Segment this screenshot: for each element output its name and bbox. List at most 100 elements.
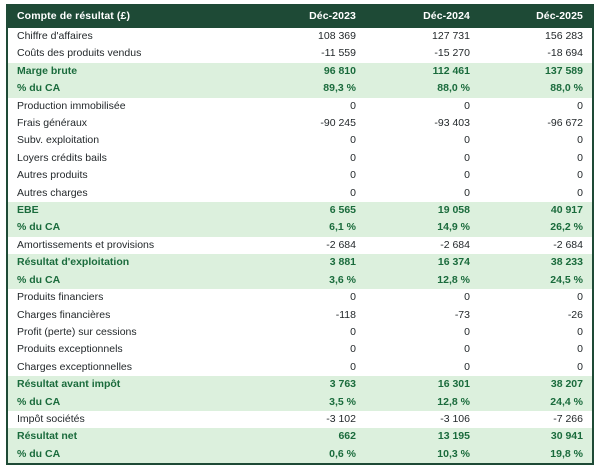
row-label: Chiffre d'affaires (7, 28, 251, 46)
row-value-period-1: 89,3 % (251, 80, 365, 98)
row-label: Coûts des produits vendus (7, 45, 251, 63)
table-row: Charges exceptionnelles 0 0 0 (7, 358, 593, 377)
row-value-period-3: 0 (479, 167, 593, 185)
table-row: Résultat avant impôt 3 763 16 301 38 207 (7, 376, 593, 394)
row-value-period-2: 0 (365, 289, 479, 307)
column-header-label: Compte de résultat (£) (7, 4, 251, 28)
row-value-period-3: 26,2 % (479, 219, 593, 237)
row-value-period-1: 3 763 (251, 376, 365, 394)
row-label: Résultat net (7, 428, 251, 446)
row-value-period-3: 38 207 (479, 376, 593, 394)
table-row: Autres charges 0 0 0 (7, 184, 593, 203)
row-value-period-1: -2 684 (251, 236, 365, 255)
row-value-period-1: 0 (251, 358, 365, 377)
table-body: Chiffre d'affaires 108 369 127 731 156 283 C… (7, 28, 593, 465)
row-value-period-1: -3 102 (251, 410, 365, 429)
row-label: Résultat d'exploitation (7, 254, 251, 272)
row-label: Impôt sociétés (7, 410, 251, 429)
table-row: Frais généraux -90 245 -93 403 -96 672 (7, 115, 593, 133)
table-row: Résultat net 662 13 195 30 941 (7, 428, 593, 446)
row-value-period-2: -93 403 (365, 115, 479, 133)
row-value-period-3: 0 (479, 184, 593, 203)
row-value-period-1: 6 565 (251, 202, 365, 220)
row-value-period-1: 662 (251, 428, 365, 446)
row-label: % du CA (7, 80, 251, 98)
row-label: Produits exceptionnels (7, 341, 251, 359)
row-label: Loyers crédits bails (7, 149, 251, 168)
row-value-period-3: 24,4 % (479, 393, 593, 411)
column-header-period-3: Déc-2025 (479, 4, 593, 28)
row-value-period-1: 6,1 % (251, 219, 365, 237)
table-row: Loyers crédits bails 0 0 0 (7, 149, 593, 168)
table-row: Chiffre d'affaires 108 369 127 731 156 283 (7, 28, 593, 46)
table-row: Impôt sociétés -3 102 -3 106 -7 266 (7, 410, 593, 429)
row-label: EBE (7, 202, 251, 220)
row-value-period-2: -3 106 (365, 410, 479, 429)
row-value-period-1: 0 (251, 323, 365, 342)
row-value-period-2: 0 (365, 184, 479, 203)
table-row: EBE 6 565 19 058 40 917 (7, 202, 593, 220)
row-value-period-1: -11 559 (251, 45, 365, 63)
row-label: Charges financières (7, 306, 251, 324)
row-value-period-3: 0 (479, 97, 593, 116)
row-label: % du CA (7, 219, 251, 237)
row-value-period-3: 40 917 (479, 202, 593, 220)
row-value-period-1: 0 (251, 167, 365, 185)
row-value-period-1: 0 (251, 132, 365, 150)
row-label: % du CA (7, 393, 251, 411)
row-value-period-3: 156 283 (479, 28, 593, 46)
row-label: % du CA (7, 445, 251, 465)
table-row: % du CA 6,1 % 14,9 % 26,2 % (7, 219, 593, 237)
row-value-period-2: 0 (365, 167, 479, 185)
row-value-period-3: 19,8 % (479, 445, 593, 465)
row-value-period-2: 10,3 % (365, 445, 479, 465)
row-value-period-2: 16 374 (365, 254, 479, 272)
table-row: Production immobilisée 0 0 0 (7, 97, 593, 116)
row-value-period-3: 30 941 (479, 428, 593, 446)
row-value-period-1: 0 (251, 149, 365, 168)
row-value-period-2: 14,9 % (365, 219, 479, 237)
row-value-period-2: 0 (365, 341, 479, 359)
row-value-period-1: 0 (251, 97, 365, 116)
table-row: Résultat d'exploitation 3 881 16 374 38 233 (7, 254, 593, 272)
row-value-period-1: -90 245 (251, 115, 365, 133)
table-row: % du CA 3,5 % 12,8 % 24,4 % (7, 393, 593, 411)
row-value-period-2: -73 (365, 306, 479, 324)
row-value-period-1: 108 369 (251, 28, 365, 46)
row-value-period-1: 0 (251, 184, 365, 203)
row-label: Profit (perte) sur cessions (7, 323, 251, 342)
row-value-period-2: 0 (365, 149, 479, 168)
row-value-period-2: 13 195 (365, 428, 479, 446)
table-row: Autres produits 0 0 0 (7, 167, 593, 185)
row-value-period-1: 96 810 (251, 62, 365, 81)
table-header: Compte de résultat (£) Déc-2023 Déc-2024… (7, 4, 593, 28)
table-row: Coûts des produits vendus -11 559 -15 270-… (7, 45, 593, 63)
table-row: Amortissements et provisions -2 684 -2 684… (7, 236, 593, 255)
table-row: % du CA 3,6 % 12,8 % 24,5 % (7, 271, 593, 290)
row-value-period-1: 0 (251, 341, 365, 359)
row-value-period-2: 88,0 % (365, 80, 479, 98)
row-value-period-2: -2 684 (365, 236, 479, 255)
row-value-period-2: 127 731 (365, 28, 479, 46)
table-row: % du CA 89,3 % 88,0 % 88,0 % (7, 80, 593, 98)
row-label: Charges exceptionnelles (7, 358, 251, 377)
row-value-period-3: 0 (479, 289, 593, 307)
row-value-period-1: 3,6 % (251, 271, 365, 290)
row-value-period-2: 0 (365, 97, 479, 116)
row-label: Autres produits (7, 167, 251, 185)
row-value-period-1: 3,5 % (251, 393, 365, 411)
income-statement-table: Compte de résultat (£) Déc-2023 Déc-2024… (6, 4, 594, 465)
table-row: Produits exceptionnels 0 0 0 (7, 341, 593, 359)
row-label: Autres charges (7, 184, 251, 203)
row-value-period-1: -118 (251, 306, 365, 324)
row-value-period-2: 112 461 (365, 62, 479, 81)
row-value-period-2: 12,8 % (365, 393, 479, 411)
row-value-period-3: 88,0 % (479, 80, 593, 98)
row-label: Marge brute (7, 62, 251, 81)
row-value-period-2: -15 270 (365, 45, 479, 63)
header-row: Compte de résultat (£) Déc-2023 Déc-2024… (7, 4, 593, 28)
row-value-period-3: 0 (479, 341, 593, 359)
table-row: Profit (perte) sur cessions 0 0 0 (7, 323, 593, 342)
table-row: Subv. exploitation 0 0 0 (7, 132, 593, 150)
